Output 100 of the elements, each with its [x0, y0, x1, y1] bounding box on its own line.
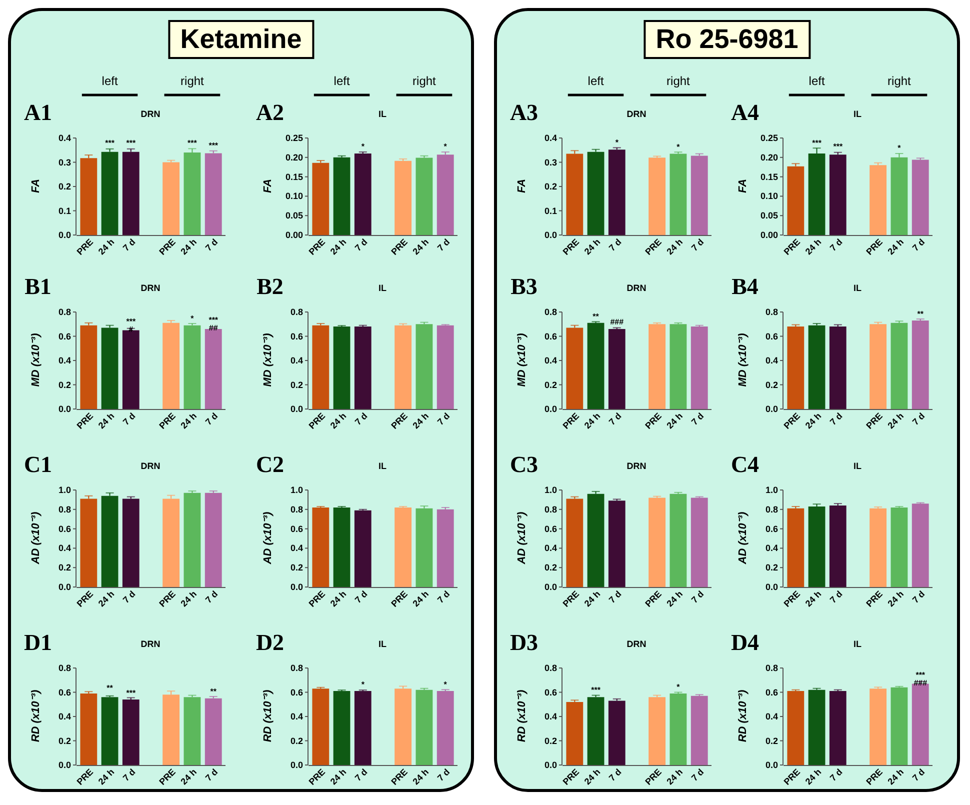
- y-tick-label: 0.4: [765, 712, 778, 722]
- y-tick-label: 0.0: [58, 760, 71, 770]
- x-tick-label: 7 d: [203, 410, 220, 428]
- y-tick-label: 0.6: [544, 331, 557, 342]
- annotation: *: [615, 138, 620, 148]
- y-tick-label: 0.8: [765, 307, 778, 317]
- bar: [587, 322, 604, 409]
- annotation: *: [444, 142, 448, 152]
- y-tick-label: 0.8: [544, 504, 557, 514]
- y-axis-title: RD (x10⁻³): [516, 690, 528, 742]
- x-tick-label: 7 d: [606, 410, 624, 428]
- x-tick-label: 7 d: [352, 236, 370, 254]
- x-tick-label: 7 d: [689, 766, 706, 784]
- y-tick-label: 0.2: [58, 380, 71, 390]
- y-tick-label: 0.00: [285, 230, 303, 240]
- x-tick-label: 7 d: [910, 236, 927, 254]
- x-tick-label: 24 h: [803, 410, 824, 431]
- text: A4: [730, 100, 760, 125]
- text: D3: [510, 630, 538, 655]
- y-tick-label: 0.4: [58, 356, 71, 366]
- text: right: [888, 74, 912, 88]
- x-tick-label: 24 h: [803, 588, 824, 609]
- x-tick-label: 7 d: [606, 236, 624, 254]
- chart-title: DRN: [626, 283, 646, 293]
- annotation: **: [592, 312, 600, 322]
- x-tick-label: 7 d: [203, 766, 220, 784]
- text: A2: [256, 100, 284, 125]
- y-tick-label: 0.6: [58, 687, 71, 698]
- text: A1: [24, 100, 52, 125]
- y-axis-title: RD (x10⁻³): [737, 690, 749, 742]
- y-tick-label: 0.0: [58, 582, 71, 592]
- y-axis-title: FA: [30, 178, 42, 194]
- y-tick-label: 0.4: [544, 543, 557, 554]
- x-tick-label: 24 h: [886, 236, 906, 257]
- y-axis-title: MD (x10⁻³): [30, 332, 42, 387]
- annotation: *: [676, 682, 681, 692]
- y-tick-label: 0.0: [544, 760, 557, 770]
- x-tick-label: 7 d: [352, 410, 370, 428]
- y-tick-label: 0.4: [58, 133, 71, 143]
- y-tick-label: 0.0: [290, 582, 303, 592]
- x-tick-label: 24 h: [96, 588, 116, 609]
- y-tick-label: 0.8: [58, 663, 71, 673]
- y-tick-label: 0.0: [765, 582, 778, 592]
- text: left: [102, 74, 118, 88]
- y-tick-label: 0.4: [58, 543, 71, 554]
- x-tick-label: 7 d: [203, 236, 220, 254]
- chart-title: IL: [378, 639, 387, 649]
- y-tick-label: 0.8: [765, 663, 778, 673]
- x-tick-label: 7 d: [435, 236, 452, 254]
- text: right: [666, 74, 691, 88]
- y-tick-label: 0.15: [285, 172, 303, 182]
- x-tick-label: 24 h: [328, 236, 348, 257]
- text: left: [588, 74, 604, 88]
- annotation: **: [210, 686, 218, 696]
- y-axis-title: AD (x10⁻³): [516, 512, 528, 566]
- y-tick-label: 0.6: [765, 687, 778, 698]
- y-tick-label: 0.6: [765, 524, 778, 534]
- annotation: *: [361, 142, 366, 152]
- text: left: [808, 74, 826, 88]
- chart-title: DRN: [140, 639, 160, 649]
- chart-title: IL: [854, 461, 862, 471]
- x-tick-label: 24 h: [886, 588, 906, 609]
- annotation: **: [917, 310, 924, 319]
- y-tick-label: 0.05: [285, 210, 303, 221]
- y-tick-label: 0.2: [544, 736, 557, 746]
- x-tick-label: 7 d: [828, 236, 844, 254]
- text: C1: [24, 452, 52, 477]
- x-tick-label: 24 h: [328, 766, 348, 787]
- y-axis-title: FA: [516, 178, 528, 194]
- y-tick-label: 0.0: [765, 404, 778, 414]
- chart-title: DRN: [626, 639, 646, 649]
- bar: [608, 328, 626, 409]
- x-tick-label: 24 h: [582, 410, 602, 431]
- x-tick-label: 7 d: [828, 766, 844, 784]
- chart-title: DRN: [140, 461, 160, 471]
- y-tick-label: 0.1: [544, 206, 557, 216]
- annotation: ***: [105, 138, 116, 148]
- text: D4: [730, 630, 760, 655]
- chart-title: IL: [854, 109, 862, 119]
- y-tick-label: 0.15: [760, 172, 778, 182]
- y-tick-label: 0.8: [544, 663, 557, 673]
- x-tick-label: 7 d: [606, 588, 624, 606]
- x-tick-label: 7 d: [120, 410, 138, 428]
- y-tick-label: 0.0: [290, 404, 303, 414]
- text: C3: [510, 452, 538, 477]
- y-axis-title: MD (x10⁻³): [262, 332, 274, 387]
- y-tick-label: 0.3: [544, 157, 557, 168]
- y-axis-title: MD (x10⁻³): [516, 332, 528, 387]
- x-tick-label: 24 h: [178, 588, 199, 609]
- annotation: ###: [610, 318, 624, 327]
- chart-title: IL: [854, 283, 862, 293]
- y-tick-label: 0.4: [765, 543, 778, 554]
- y-tick-label: 0.4: [58, 712, 71, 722]
- y-tick-label: 0.1: [58, 206, 71, 216]
- x-tick-label: 7 d: [606, 766, 624, 784]
- x-tick-label: 24 h: [410, 236, 431, 257]
- x-tick-label: 7 d: [352, 766, 370, 784]
- x-tick-label: 7 d: [435, 588, 452, 606]
- y-tick-label: 0.25: [285, 133, 303, 143]
- annotation: *: [361, 680, 366, 690]
